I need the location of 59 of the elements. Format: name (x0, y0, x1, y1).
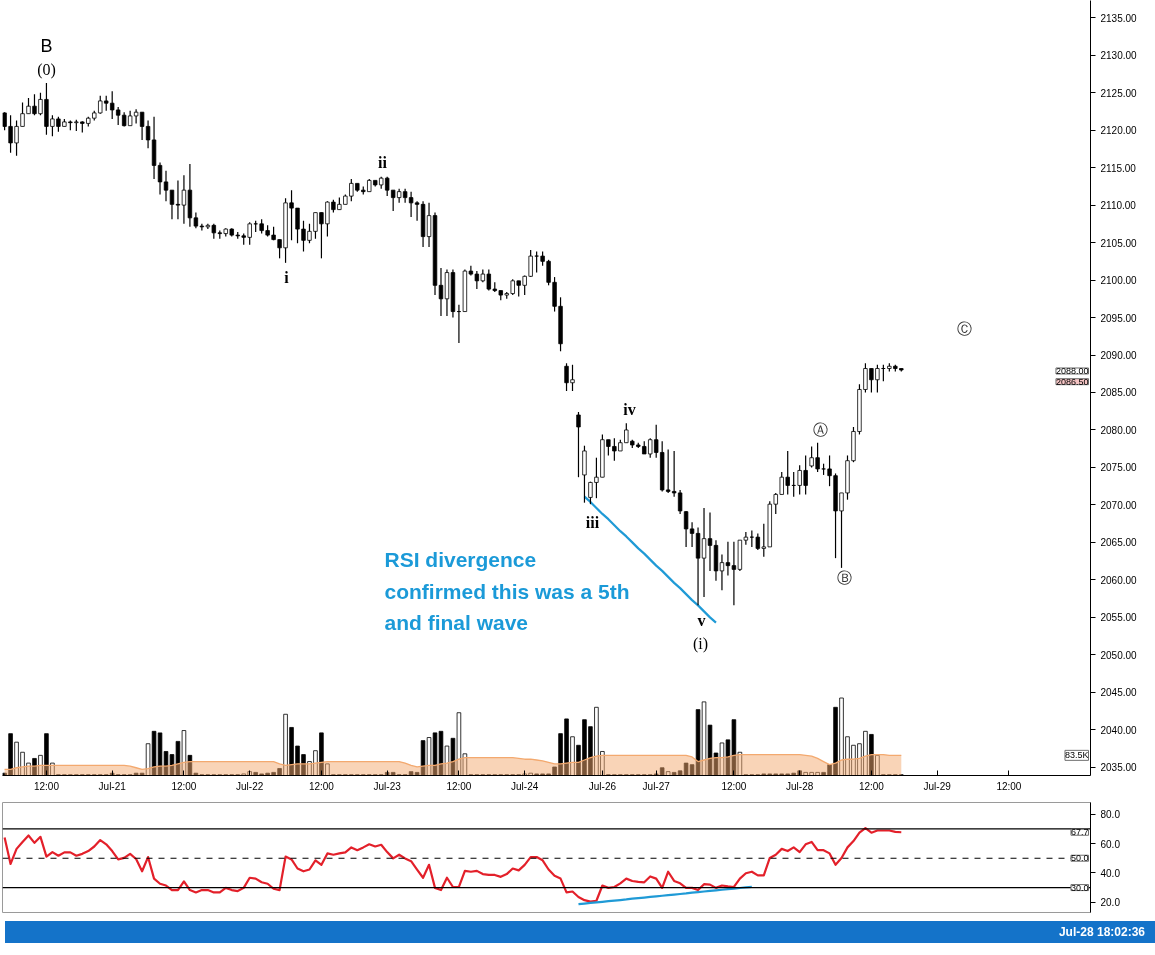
annotation: RSI divergence confirmed this was a 5th and final wave (384, 548, 630, 635)
annotation: i (284, 269, 290, 287)
x-tick-label: Jul-22 (236, 780, 264, 792)
annotation: 67.7 (1070, 827, 1089, 838)
annotation: (i) (692, 634, 709, 653)
y-tick-label: 2115.00 (1100, 162, 1137, 174)
x-tick-label: 12:00 (996, 780, 1022, 792)
x-tick-label: Jul-27 (642, 780, 671, 792)
text: Ⓒ (957, 320, 972, 339)
y-tick-label: 2080.00 (1100, 424, 1138, 436)
y-tick-label: 2090.00 (1100, 350, 1138, 362)
x-tick-label: 12:00 (446, 780, 472, 792)
x-tick-label: 12:00 (721, 780, 747, 792)
annotation: 83.5K (1064, 750, 1089, 761)
x-tick-label: 12:00 (171, 780, 197, 792)
y-tick-label: 2075.00 (1100, 462, 1138, 474)
annotation: (0) (37, 61, 56, 80)
ref-line-label: 50.0 (1070, 853, 1089, 864)
text: Jul-28 18:02:36 (1058, 924, 1145, 941)
y-tick-label: 2100.00 (1100, 275, 1138, 287)
y-tick-label: 2120.00 (1100, 125, 1138, 137)
x-tick-label: Jul-21 (98, 780, 127, 792)
x-tick-label: Jul-26 (588, 780, 617, 792)
ref-line-label: 30.0 (1070, 882, 1089, 893)
y-tick-label: 2055.00 (1100, 612, 1138, 624)
y-tick-label: 20.0 (1100, 897, 1121, 909)
y-tick-label: 2060.00 (1100, 574, 1138, 586)
text: 2088.00 (1055, 365, 1089, 376)
y-tick-label: 2095.00 (1100, 312, 1138, 324)
y-tick-label: 2110.00 (1100, 200, 1137, 212)
annotation: B (40, 36, 53, 57)
y-tick-label: 2045.00 (1100, 687, 1138, 699)
x-tick-label: Jul-28 (786, 780, 814, 792)
annotation: Ⓐ (813, 421, 828, 440)
y-tick-label: 60.0 (1100, 838, 1121, 850)
annotation: ii (378, 154, 388, 172)
y-tick-label: 2065.00 (1100, 537, 1138, 549)
y-tick-label: 2130.00 (1100, 50, 1138, 62)
x-tick-label: Jul-23 (373, 780, 402, 792)
y-tick-label: 2125.00 (1100, 87, 1138, 99)
y-tick-label: 40.0 (1100, 867, 1121, 879)
y-tick-label: 2040.00 (1100, 724, 1138, 736)
x-tick-label: 12:00 (858, 780, 885, 792)
annotation: Ⓑ (837, 569, 852, 588)
annotation: v (697, 612, 706, 630)
y-tick-label: 2085.00 (1100, 387, 1138, 399)
text: 2086.50 (1055, 376, 1089, 387)
x-tick-label: Jul-24 (511, 780, 539, 792)
x-tick-label: 12:00 (33, 780, 60, 792)
y-tick-label: 2135.00 (1100, 12, 1138, 24)
annotation: iii (585, 514, 600, 532)
x-tick-label: Jul-29 (923, 780, 952, 792)
y-tick-label: 2035.00 (1100, 762, 1138, 774)
x-tick-label: 12:00 (308, 780, 335, 792)
y-tick-label: 2070.00 (1100, 499, 1138, 511)
y-tick-label: 80.0 (1100, 809, 1121, 821)
y-tick-label: 2050.00 (1100, 649, 1138, 661)
y-tick-label: 2105.00 (1100, 237, 1138, 249)
annotation: iv (623, 401, 636, 419)
